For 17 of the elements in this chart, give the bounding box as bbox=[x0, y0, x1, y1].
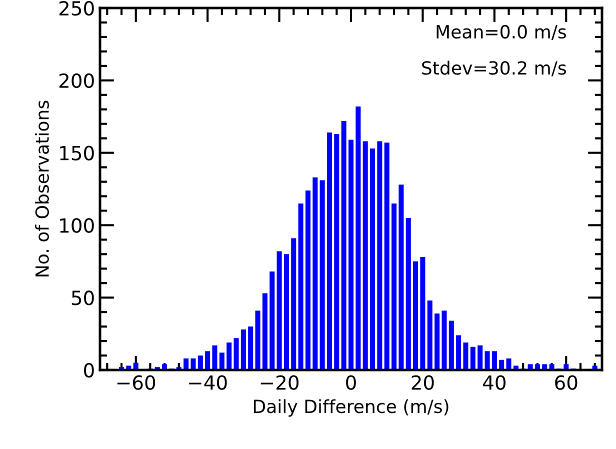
y-tick-label: 50 bbox=[72, 290, 94, 306]
y-tick-label: 200 bbox=[59, 73, 94, 88]
y-tick-label: 150 bbox=[60, 146, 94, 160]
x-tick-label: 20 bbox=[412, 375, 434, 390]
y-tick-label: 100 bbox=[60, 218, 94, 233]
x-tick-label: −20 bbox=[260, 375, 299, 390]
x-axis-title: Daily Difference (m/s) bbox=[254, 399, 448, 417]
x-tick-label: −60 bbox=[117, 375, 156, 390]
x-tick-label: 60 bbox=[555, 375, 578, 390]
y-tick-label: 250 bbox=[59, 0, 94, 16]
annotation: Stdev=30.2 m/s bbox=[422, 60, 566, 76]
x-tick-label: 0 bbox=[346, 375, 356, 390]
y-tick-label: 0 bbox=[84, 362, 94, 378]
x-tick-label: −40 bbox=[189, 375, 227, 390]
annotation: Mean=0.0 m/s bbox=[436, 24, 566, 40]
y-axis-title: No. of Observations bbox=[34, 100, 49, 276]
x-tick-label: 40 bbox=[483, 375, 506, 390]
